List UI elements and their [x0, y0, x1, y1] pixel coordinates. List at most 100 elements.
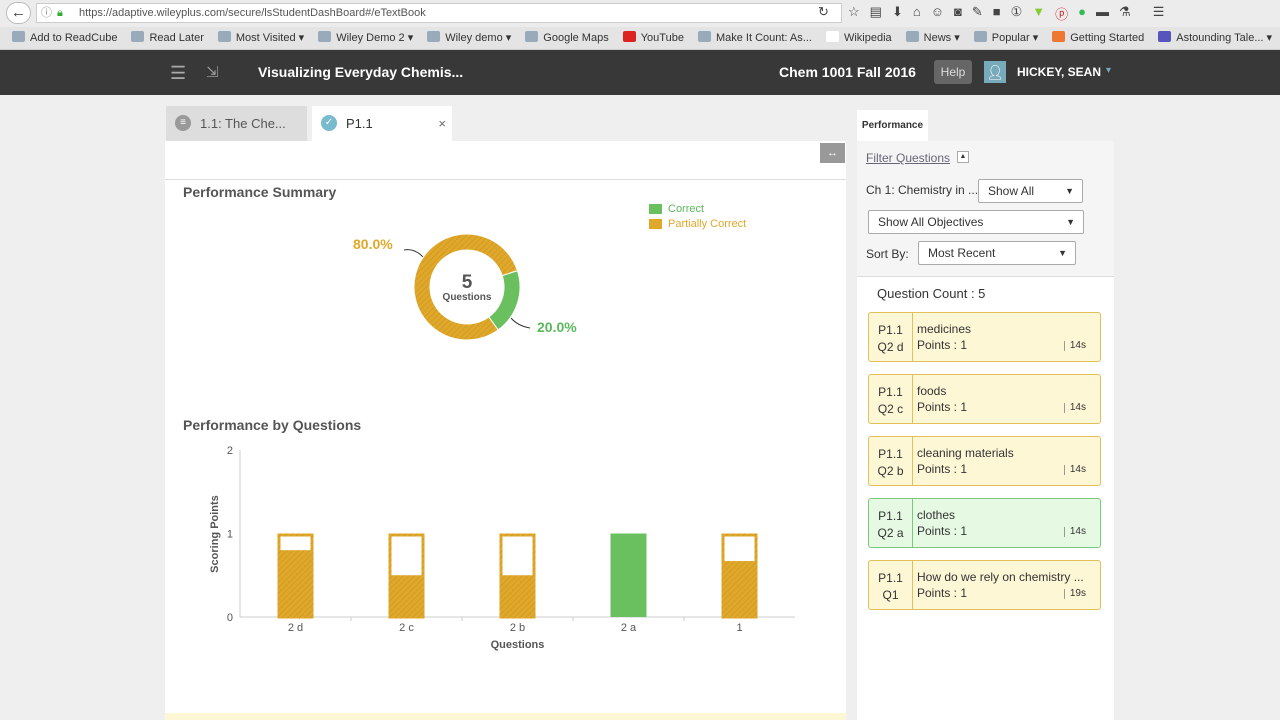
flask-icon[interactable]: ⚗ [1119, 4, 1131, 19]
x-tick-label: 2 d [288, 622, 303, 634]
bookmark[interactable]: Read Later [131, 27, 204, 49]
browser-tools: ☆ ▤ ⬇ ⌂ ☺ ◙ ✎ ■ ① ▼ ⓟ ● ▬ ⚗ ☰ [848, 4, 1164, 23]
chevron-down-icon[interactable]: ▾ [1106, 65, 1112, 76]
bookmark[interactable]: Wikipedia [825, 27, 892, 49]
menu-icon[interactable]: ☰ [170, 63, 187, 83]
bar-partial[interactable] [721, 561, 758, 617]
question-total-label: Questions [442, 292, 492, 303]
bookmark-folder[interactable]: Wiley demo ▾ [427, 27, 511, 49]
bookmark[interactable]: YouTube [622, 27, 684, 49]
y-tick-label: 1 [227, 529, 233, 541]
user-name[interactable]: HICKEY, SEAN [1017, 65, 1102, 79]
question-points: Points : 1 [917, 338, 968, 352]
bar-partial[interactable] [277, 550, 314, 617]
onepassword-icon[interactable]: ① [1010, 4, 1023, 19]
bookmark-folder[interactable]: Popular ▾ [973, 27, 1038, 49]
url-text: https://adaptive.wileyplus.com/secure/ls… [79, 7, 426, 19]
question-points: Points : 1 [917, 586, 968, 600]
question-title: clothes [917, 508, 956, 522]
bar-chart: 0 1 2 2 d 2 c 2 b 2 a 1 Questions Scoring Points [209, 445, 795, 651]
chevron-down-icon: ▼ [1065, 186, 1074, 196]
question-card[interactable]: P1.1 Q2 b cleaning materials Points : 1 1… [868, 436, 1101, 486]
leader-line [510, 317, 531, 329]
bookmark-folder[interactable]: Astounding Tale... ▾ [1158, 27, 1272, 49]
sort-select[interactable]: Most Recent ▼ [918, 241, 1076, 265]
pocket-icon[interactable]: ◙ [954, 4, 962, 19]
question-time: 14s [1063, 403, 1086, 413]
bar-partial[interactable] [499, 575, 536, 617]
info-icon[interactable]: ⓘ [41, 7, 52, 19]
bookmark-star-icon[interactable]: ☆ [848, 4, 860, 19]
x-tick-label: 2 a [621, 622, 637, 634]
url-bar[interactable]: ⓘ 🔒︎ https://adaptive.wileyplus.com/secure… [36, 3, 842, 23]
bar-partial[interactable] [388, 575, 425, 617]
download-icon[interactable]: ⬇ [891, 4, 903, 19]
question-id: P1.1 Q2 c [869, 375, 913, 423]
bookmark-folder[interactable]: News ▾ [905, 27, 960, 49]
home-icon[interactable]: ⌂ [912, 4, 921, 19]
sort-label: Sort By: [866, 247, 909, 261]
chevron-down-icon: ▼ [1058, 248, 1067, 258]
x-axis-title: Questions [491, 639, 545, 651]
y-tick-label: 0 [227, 612, 233, 624]
question-card[interactable]: P1.1 Q1 How do we rely on chemistry ... P… [868, 560, 1101, 610]
expand-button[interactable]: ↔ [820, 143, 845, 163]
main-content [165, 141, 846, 720]
new-extension-icon[interactable]: ▬ [1096, 4, 1110, 19]
question-card[interactable]: P1.1 Q2 d medicines Points : 1 14s [868, 312, 1101, 362]
tab-chapter[interactable]: ≡ 1.1: The Che... [166, 106, 307, 141]
chevron-down-icon: ▼ [1066, 217, 1075, 227]
question-points: Points : 1 [917, 524, 968, 538]
tab-performance[interactable]: Performance [857, 110, 928, 141]
show-select[interactable]: Show All ▼ [978, 179, 1083, 203]
bookmark[interactable]: Make It Count: As... [697, 27, 812, 49]
evernote-icon[interactable]: ✎ [971, 4, 983, 19]
bookmarks-bar: Add to ReadCube Read Later Most Visited … [0, 27, 1280, 50]
question-card[interactable]: P1.1 Q2 a clothes Points : 1 14s [868, 498, 1101, 548]
leader-line [403, 249, 425, 259]
x-tick-label: 2 b [510, 622, 525, 634]
question-time: 14s [1063, 465, 1086, 475]
donut-slice-partial[interactable] [413, 233, 519, 341]
pinterest-icon[interactable]: ⓟ [1055, 7, 1069, 22]
help-button[interactable]: Help [934, 60, 972, 84]
bookmark[interactable]: Getting Started [1052, 27, 1144, 49]
bookmark[interactable]: Google Maps [525, 27, 609, 49]
filter-questions-link[interactable]: Filter Questions [866, 151, 951, 165]
objectives-select[interactable]: Show All Objectives ▼ [868, 210, 1084, 234]
question-total: 5 [461, 272, 473, 293]
extension-icon[interactable]: ■ [992, 4, 1001, 19]
question-title: How do we rely on chemistry ... [917, 570, 1084, 584]
green-circle-icon[interactable]: ● [1078, 4, 1087, 19]
course-name: Chem 1001 Fall 2016 [779, 64, 916, 80]
performance-by-questions-title: Performance by Questions [183, 417, 362, 433]
legend-partial: Partially Correct [649, 218, 746, 230]
toc-icon[interactable]: ⇲ [206, 64, 219, 81]
emoji-icon[interactable]: ☺ [930, 4, 944, 19]
green-arrow-icon[interactable]: ▼ [1032, 4, 1046, 19]
question-title: cleaning materials [917, 446, 1014, 460]
app-header: ☰ ⇲ Visualizing Everyday Chemis... Chem … [0, 50, 1280, 95]
donut-chart [413, 233, 521, 341]
question-points: Points : 1 [917, 400, 968, 414]
question-time: 19s [1063, 589, 1086, 599]
hamburger-menu-icon[interactable]: ☰ [1152, 4, 1165, 19]
x-tick-label: 2 c [399, 622, 414, 634]
question-count: Question Count : 5 [877, 286, 986, 301]
question-card[interactable]: P1.1 Q2 c foods Points : 1 14s [868, 374, 1101, 424]
question-points: Points : 1 [917, 462, 968, 476]
bookmark-folder[interactable]: Wiley Demo 2 ▾ [318, 27, 413, 49]
bookmark-folder[interactable]: Most Visited ▾ [217, 27, 304, 49]
reload-button[interactable]: ↻ [818, 4, 829, 19]
collapse-toggle[interactable]: ▲ [957, 151, 969, 163]
back-button[interactable]: ← [6, 2, 31, 24]
question-time: 14s [1063, 527, 1086, 537]
reading-list-icon[interactable]: ▤ [869, 4, 882, 19]
bookmark[interactable]: Add to ReadCube [12, 27, 117, 49]
correct-percent: 20.0% [537, 319, 577, 335]
bar-correct[interactable] [610, 533, 647, 618]
tab-p1-1[interactable]: ✓ P1.1 × [312, 106, 452, 141]
quiz-icon: ✓ [321, 115, 337, 131]
avatar[interactable]: 👤︎ [984, 61, 1006, 83]
close-icon[interactable]: × [438, 116, 446, 131]
